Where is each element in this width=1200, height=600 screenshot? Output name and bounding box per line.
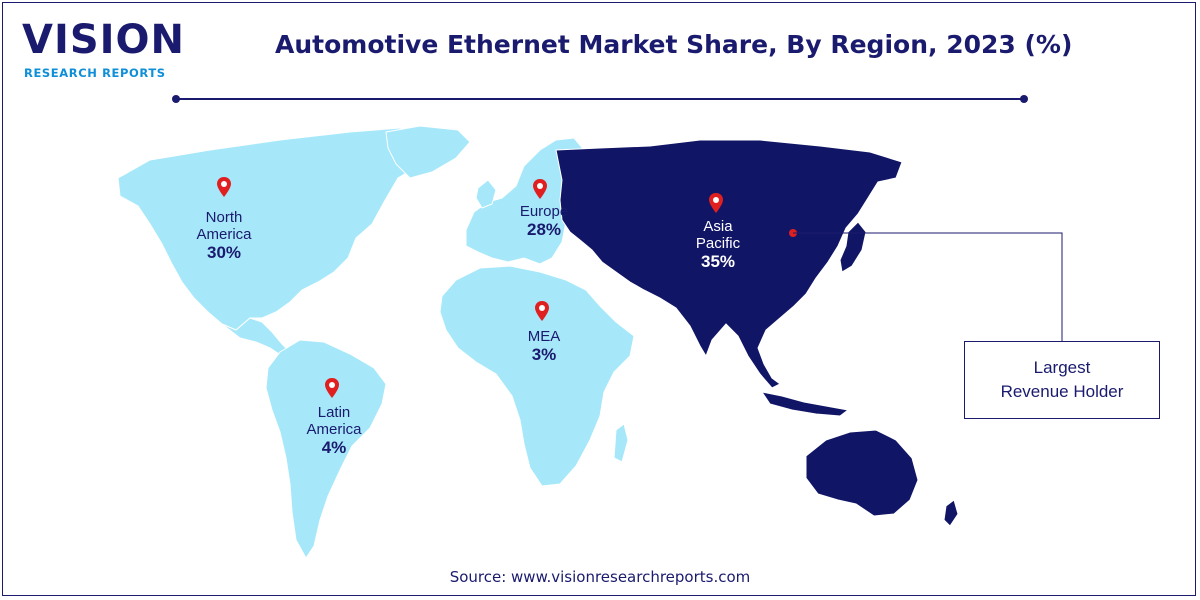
region-shape-indonesia: [760, 391, 850, 417]
brand-logo: VISION RESEARCH REPORTS: [22, 16, 192, 86]
region-shape-latin-america: [265, 339, 387, 559]
location-pin-icon: [533, 179, 547, 199]
source-note: Source: www.visionresearchreports.com: [449, 568, 751, 586]
region-shape-japan: [839, 221, 867, 273]
region-shape-mea: [439, 265, 635, 487]
location-pin-icon: [535, 301, 549, 321]
location-pin-icon: [217, 177, 231, 197]
region-value: 3%: [531, 345, 557, 364]
brand-name: VISION: [22, 17, 186, 63]
region-shape-australia: [805, 429, 919, 517]
region-name: Latin America: [306, 404, 362, 438]
region-name: North America: [196, 209, 252, 243]
region-label-latin-america: Latin America 4%: [286, 404, 382, 458]
region-label-mea: MEA 3%: [504, 328, 584, 365]
region-label-north-america: North America 30%: [172, 209, 276, 263]
region-shape-greenland: [385, 125, 471, 179]
divider-dot-left: [172, 95, 180, 103]
region-value: 4%: [321, 438, 347, 457]
region-value: 28%: [526, 220, 562, 239]
region-value: 35%: [700, 252, 736, 271]
brand-tagline: RESEARCH REPORTS: [24, 66, 166, 80]
location-pin-icon: [325, 378, 339, 398]
region-shape-new-zealand: [943, 499, 959, 527]
region-label-asia-pacific: Asia Pacific 35%: [668, 218, 768, 272]
location-pin-icon: [709, 193, 723, 213]
region-shape-north-america: [117, 127, 431, 331]
title-divider: [175, 98, 1025, 100]
region-name: Europe: [519, 203, 569, 220]
callout-connector-line: [793, 232, 1063, 341]
chart-title: Automotive Ethernet Market Share, By Reg…: [275, 30, 1073, 59]
region-shape-uk: [475, 179, 497, 209]
region-value: 30%: [206, 243, 242, 262]
region-shape-madagascar: [613, 423, 629, 463]
largest-revenue-callout: Largest Revenue Holder: [964, 341, 1160, 419]
region-shape-asia-pacific: [555, 139, 903, 389]
region-name: MEA: [527, 328, 561, 345]
region-name: Asia Pacific: [695, 218, 741, 252]
callout-text: Largest Revenue Holder: [1000, 358, 1124, 401]
divider-dot-right: [1020, 95, 1028, 103]
region-label-europe: Europe 28%: [496, 203, 592, 240]
